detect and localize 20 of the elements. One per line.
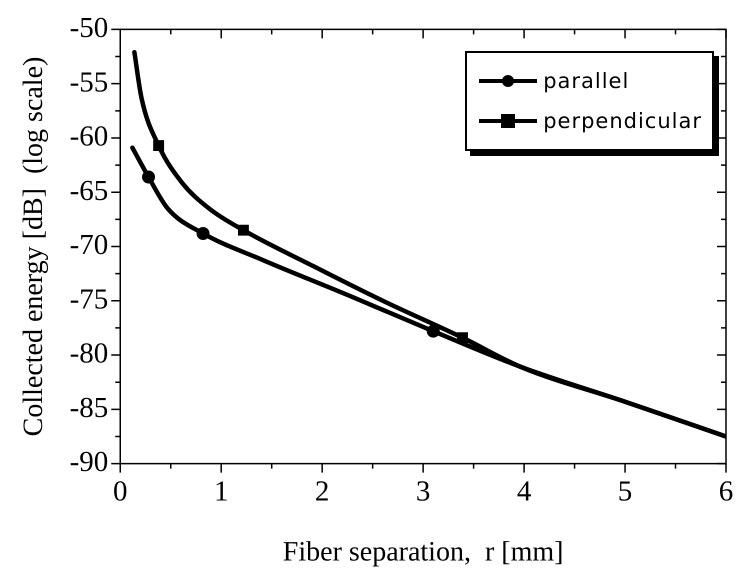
y-tick-label: -70: [70, 229, 108, 262]
y-tick-label: -80: [70, 338, 108, 370]
x-axis-title: Fiber separation, r [mm]: [282, 536, 564, 568]
y-tick-label: -50: [70, 12, 108, 44]
x-tick-label: 3: [416, 476, 430, 508]
y-tick-label: -60: [70, 120, 108, 153]
x-tick-label: 5: [618, 476, 632, 508]
x-tick-label: 4: [516, 476, 532, 508]
y-tick-label: -75: [70, 283, 108, 316]
legend-label: perpendicular: [543, 109, 702, 134]
x-tick-label: 2: [314, 476, 330, 508]
y-tick-label: -90: [70, 446, 108, 478]
y-axis-title: Collected energy [dB] (log scale): [18, 56, 50, 436]
y-tick-label: -65: [70, 174, 108, 207]
x-tick-label: 6: [718, 476, 734, 508]
y-tick-label: -55: [70, 66, 108, 98]
y-tick-label: -85: [70, 392, 108, 424]
x-tick-label: 0: [113, 476, 128, 508]
x-tick-label: 1: [214, 476, 228, 508]
legend-label: parallel: [543, 69, 630, 94]
